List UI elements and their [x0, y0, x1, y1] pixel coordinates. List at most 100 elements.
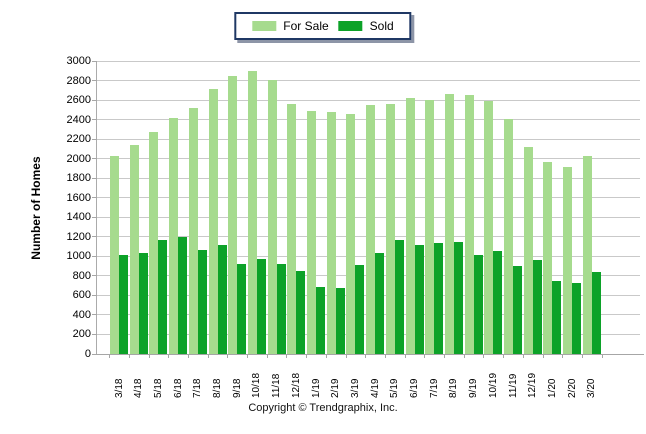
x-axis-tick-label: 9/18 [230, 358, 244, 398]
bar-for-sale-5-18 [149, 132, 159, 354]
gridline [97, 99, 640, 101]
bar-for-sale-6-19 [405, 98, 415, 354]
x-axis-tick-label-text: 10/19 [487, 372, 499, 398]
bar-sold-9-19 [473, 255, 483, 354]
bar-sold-1-20 [552, 280, 562, 354]
x-axis-tick-label: 8/19 [447, 358, 461, 398]
x-axis-tick-label-text: 5/19 [389, 378, 401, 398]
y-axis-tick-label: 0 [84, 348, 91, 360]
bar-group-7-19 [425, 100, 444, 354]
bar-for-sale-5-19 [385, 103, 395, 354]
x-axis-tick [601, 354, 603, 358]
x-axis-tick [463, 354, 465, 358]
x-axis-tick-label-text: 11/19 [507, 373, 519, 398]
x-axis-tick-label-text: 6/19 [409, 378, 420, 398]
for-sale-swatch-icon [252, 21, 277, 31]
bar-group-11-18 [267, 79, 286, 354]
bar-for-sale-9-19 [464, 95, 474, 354]
bar-sold-7-18 [197, 250, 207, 354]
y-axis-tick-label: 400 [72, 308, 91, 321]
bar-for-sale-11-19 [504, 118, 513, 354]
bar-sold-12-19 [532, 260, 542, 354]
y-axis-tick-label: 600 [72, 289, 91, 302]
x-axis-tick [562, 354, 564, 358]
bar-sold-10-19 [493, 251, 503, 354]
x-axis-tick-label-text: 9/19 [468, 378, 480, 398]
x-axis-tick-label: 6/18 [171, 358, 185, 398]
y-axis-tick-label: 200 [72, 328, 91, 341]
x-axis-tick-label: 3/18 [112, 358, 126, 398]
bar-sold-6-18 [178, 236, 188, 354]
x-axis-tick-label: 1/19 [309, 358, 323, 398]
y-axis-tick-label: 3000 [66, 55, 91, 67]
y-axis-tick [92, 216, 97, 218]
x-axis-tick-label: 1/20 [545, 358, 559, 398]
bar-group-5-18 [149, 132, 168, 354]
x-axis-tick [424, 354, 426, 358]
y-axis-tick [92, 275, 97, 277]
y-axis-tick-label: 800 [72, 269, 91, 282]
x-axis-tick [109, 354, 111, 358]
bar-group-12-18 [287, 103, 306, 354]
x-axis-tick [247, 354, 249, 358]
bar-sold-10-18 [256, 259, 266, 354]
x-axis-tick-label-text: 1/20 [546, 378, 558, 398]
x-axis-tick [286, 354, 288, 358]
y-axis-title: Number of Homes [29, 156, 43, 260]
bar-sold-2-19 [335, 287, 345, 354]
y-axis-tick [92, 119, 97, 121]
bar-group-3-18 [110, 155, 128, 354]
x-axis-tick-label-text: 5/18 [152, 378, 164, 398]
x-axis-tick [404, 354, 406, 358]
x-axis-tick-label: 12/18 [289, 358, 303, 398]
y-axis-tick [92, 80, 97, 82]
legend: For Sale Sold [234, 12, 412, 40]
y-axis-tick-label: 2000 [66, 152, 91, 165]
bar-for-sale-2-20 [563, 167, 573, 354]
bar-for-sale-12-18 [287, 103, 297, 354]
legend-label-for-sale: For Sale [283, 19, 329, 33]
gridline [97, 80, 640, 82]
x-axis-tick-label-text: 9/18 [231, 378, 243, 398]
bar-sold-9-18 [237, 264, 247, 354]
bar-group-4-19 [366, 104, 385, 354]
x-axis-tick-label: 10/19 [486, 358, 500, 398]
plot-area: 0 200 400 600 800 1000 1200 1400 1600 1800 2000 220… [67, 55, 644, 398]
bar-group-11-19 [504, 118, 522, 354]
y-axis-tick-label: 2800 [66, 74, 91, 87]
bar-sold-5-18 [158, 239, 168, 354]
bar-group-6-18 [169, 117, 188, 354]
x-axis-tick-label: 3/20 [585, 358, 599, 398]
x-axis-tick [148, 354, 150, 358]
y-axis-tick [92, 294, 97, 296]
bar-sold-1-19 [316, 286, 325, 354]
bar-for-sale-3-19 [346, 113, 356, 354]
bar-for-sale-8-18 [208, 89, 218, 354]
x-axis-tick-label-text: 1/19 [310, 378, 322, 398]
bar-for-sale-10-18 [247, 70, 257, 354]
bar-sold-3-19 [355, 265, 365, 354]
bar-for-sale-2-19 [326, 111, 336, 354]
x-axis-tick-label: 4/19 [368, 358, 382, 398]
bar-group-8-19 [444, 94, 463, 354]
x-axis-tick [266, 354, 268, 358]
bar-group-1-20 [543, 161, 562, 354]
y-axis-tick [92, 197, 97, 199]
y-axis-tick [92, 99, 97, 101]
x-axis-tick [227, 354, 229, 358]
x-axis-tick-label: 5/19 [388, 358, 402, 398]
y-axis-tick-label: 2200 [66, 133, 91, 146]
bar-sold-4-19 [375, 253, 385, 354]
bar-for-sale-4-19 [366, 104, 376, 354]
bar-group-2-19 [326, 111, 345, 354]
x-axis-tick [306, 354, 308, 358]
bar-group-4-18 [129, 145, 148, 354]
x-axis-tick-label: 3/19 [348, 358, 362, 398]
bar-for-sale-1-20 [543, 161, 553, 354]
x-axis-tick-label: 2/20 [565, 358, 579, 398]
x-axis-tick [444, 354, 446, 358]
bar-sold-3-18 [119, 255, 128, 354]
x-axis-tick-label: 12/19 [526, 358, 540, 398]
x-axis-tick-label-text: 2/19 [330, 378, 342, 398]
